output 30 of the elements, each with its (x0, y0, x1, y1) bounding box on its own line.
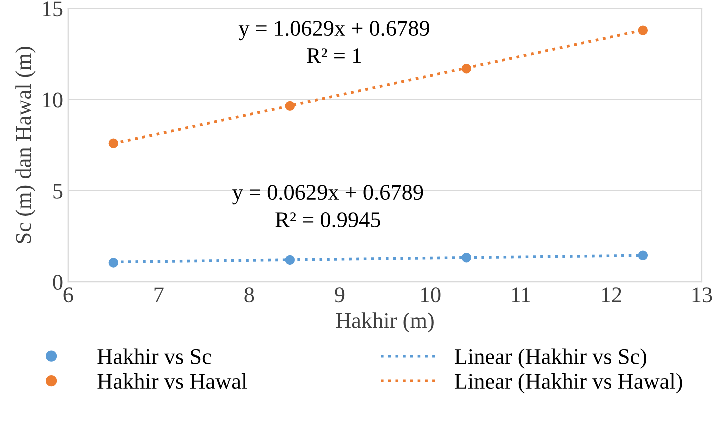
y-tick-label: 0 (53, 275, 63, 290)
x-tick-label: 13 (692, 288, 712, 303)
point (285, 101, 296, 112)
x-tick-label: 12 (602, 288, 622, 302)
x-tick-label: 11 (512, 288, 530, 302)
x-tick-label: 10 (421, 288, 441, 303)
annotation: R² = 0.9945 (276, 212, 380, 228)
annotation: y = 0.0629x + 0.6789 (232, 185, 424, 205)
annotation: R² = 1 (307, 48, 362, 64)
point (285, 255, 296, 266)
annotation: y = 1.0629x + 0.6789 (238, 21, 430, 41)
legend-label: Linear (Hakhir vs Sc) (454, 348, 647, 369)
point (462, 252, 472, 263)
x-tick-label: 9 (335, 288, 345, 303)
legend-label: Hakhir vs Hawal (98, 373, 248, 390)
point (638, 250, 648, 261)
y-tick-label: 10 (43, 92, 63, 108)
point (638, 26, 648, 36)
legend-label: Linear (Hakhir vs Hawal) (454, 373, 682, 394)
point (462, 64, 472, 74)
point (108, 258, 119, 268)
y-tick-label: 5 (54, 184, 63, 199)
x-tick-label: 8 (244, 288, 254, 303)
y-axis-title: Sc (m) dan Hawal (m) (16, 47, 36, 244)
x-tick-label: 7 (154, 288, 164, 302)
x-tick-label: 6 (64, 288, 74, 303)
y-tick-label: 15 (43, 2, 63, 17)
x-axis-title: Hakhir (m) (336, 312, 434, 333)
point (108, 138, 119, 148)
legend-label: Hakhir vs Sc (98, 348, 212, 364)
